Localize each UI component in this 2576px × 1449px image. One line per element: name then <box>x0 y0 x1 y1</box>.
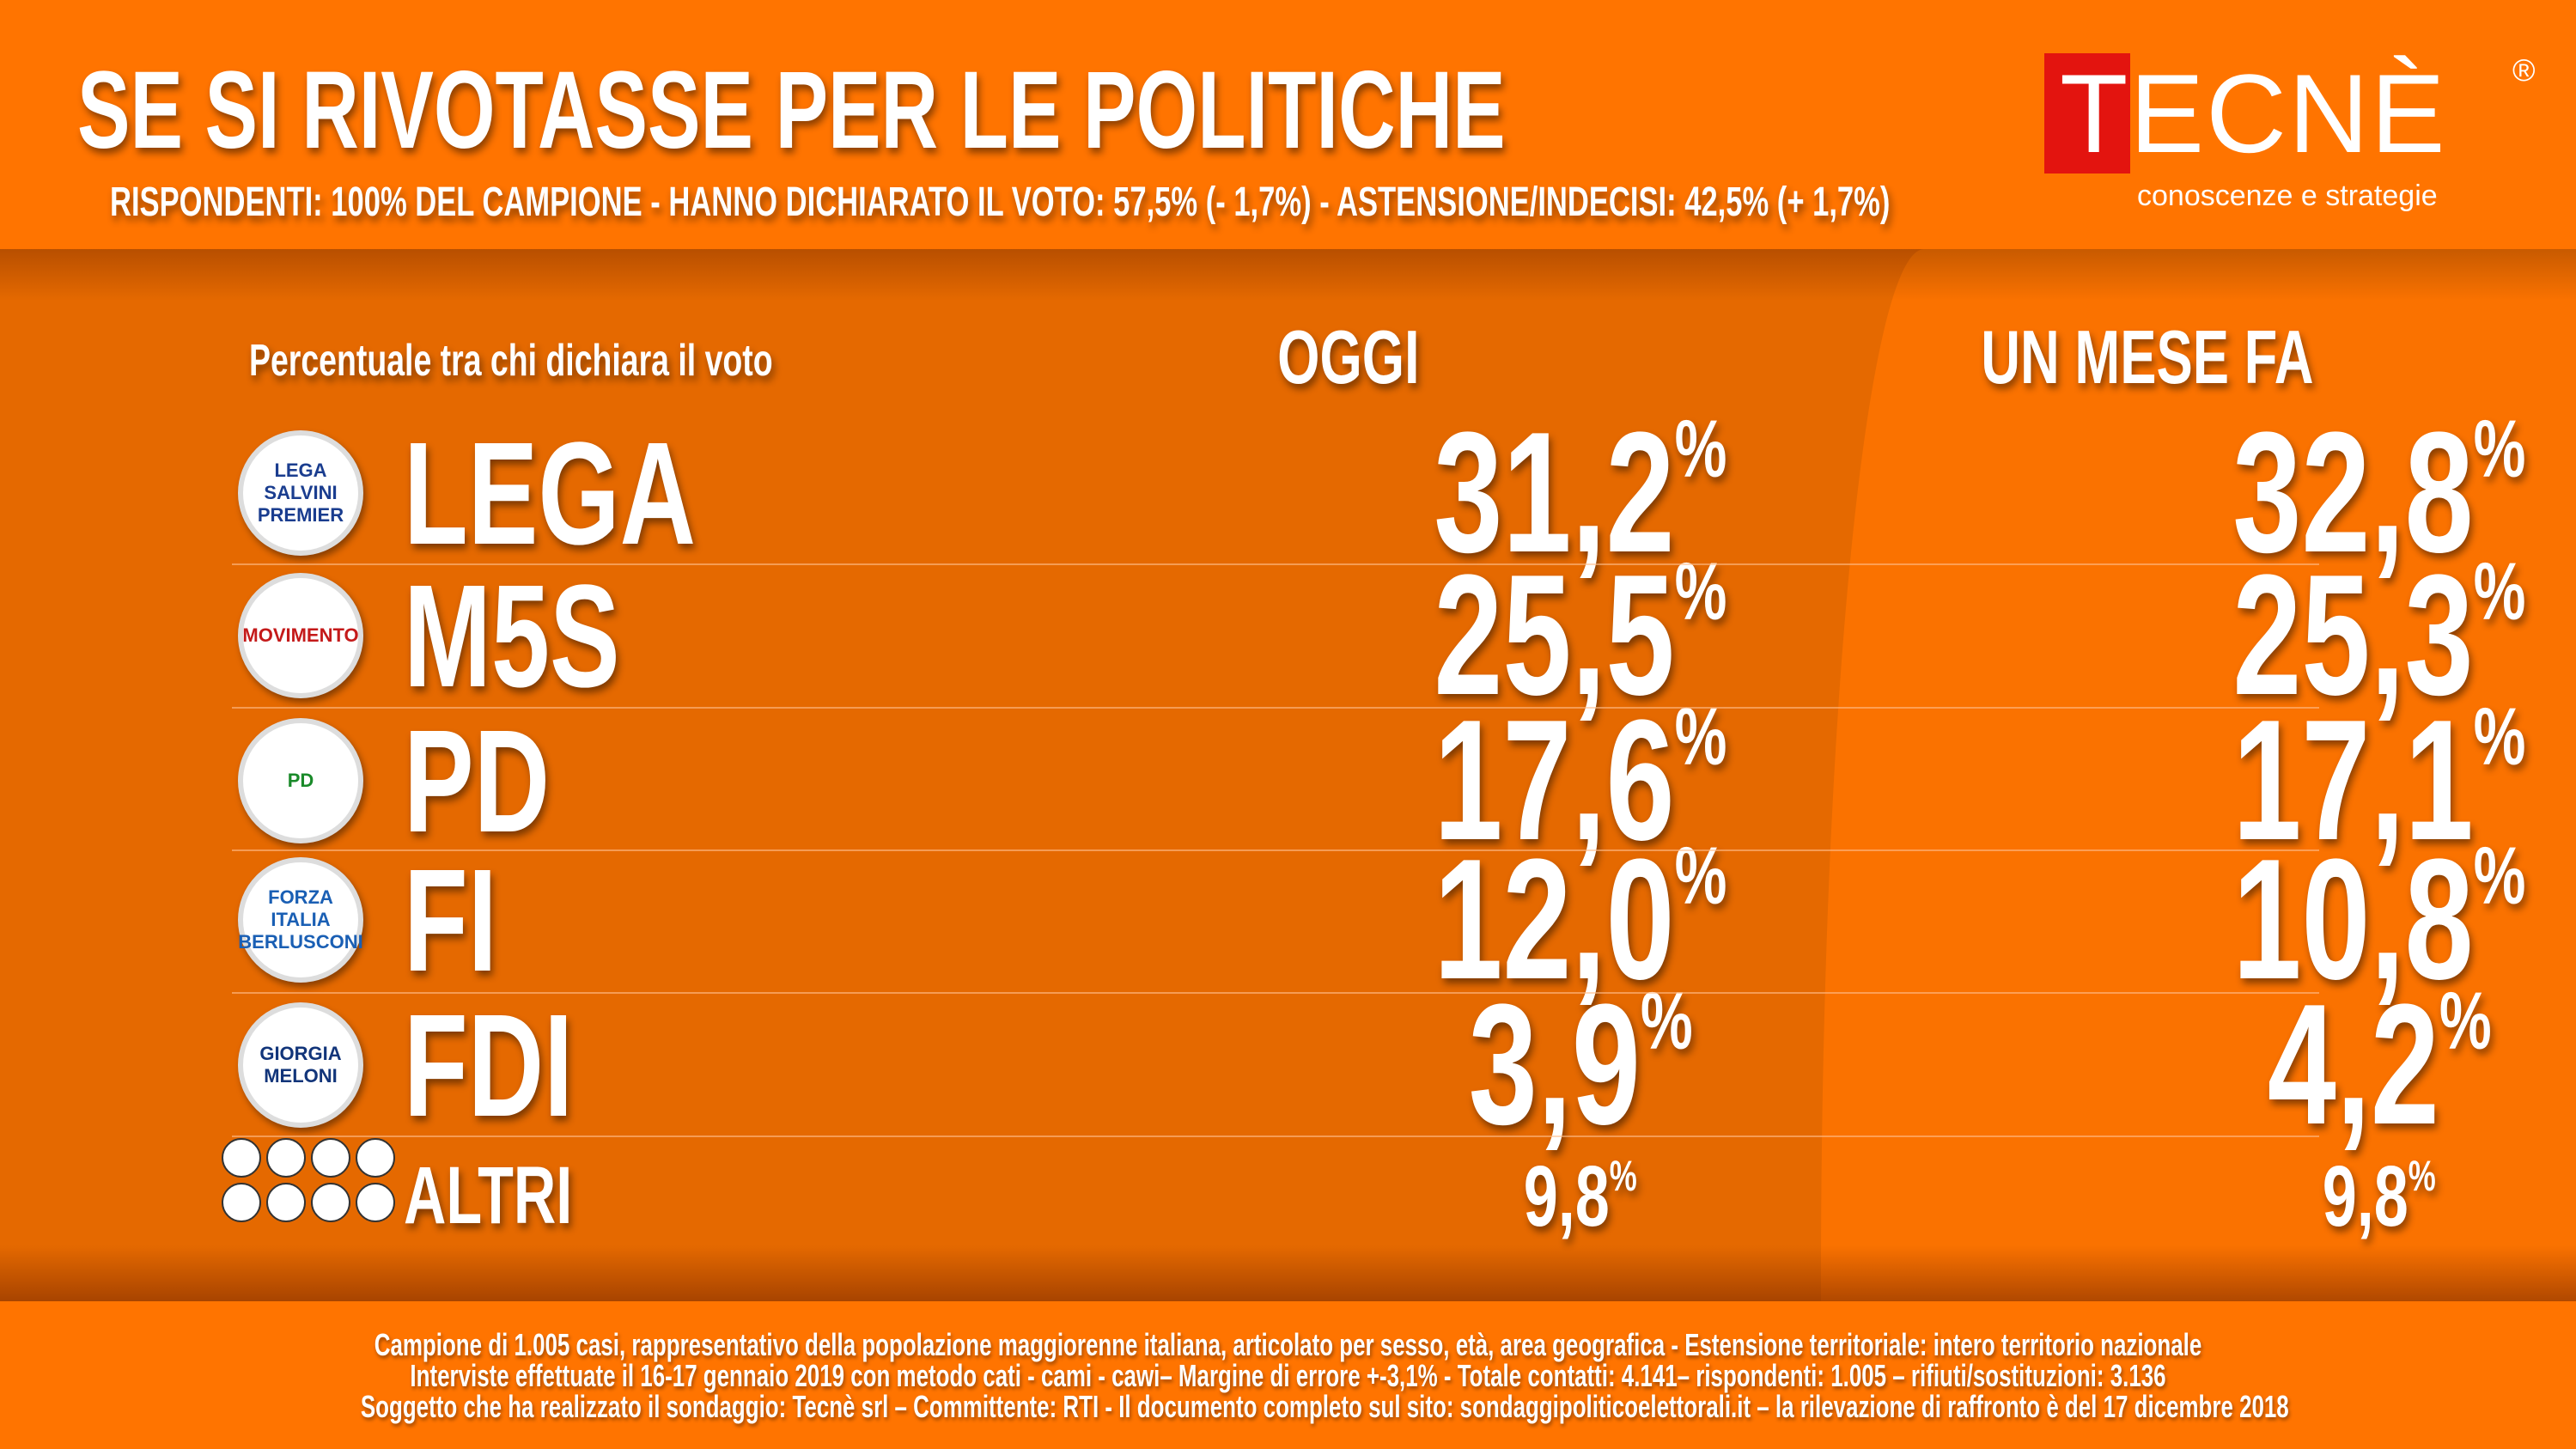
column-today: OGGI <box>1177 314 1520 401</box>
value-month: 4,2% <box>2079 966 2576 1164</box>
logo-red-box <box>2044 53 2130 174</box>
value-month: 32,8% <box>2079 394 2576 592</box>
value-number: 32,8 <box>2232 397 2474 588</box>
column-today-label: OGGI <box>1277 314 1420 399</box>
value-number: 9,8 <box>1523 1148 1611 1245</box>
table-row: FORZA ITALIA BERLUSCONI FI 12,0% 10,8% <box>232 824 2526 1015</box>
value-today: 9,8% <box>1280 1148 1881 1246</box>
percent-sign: % <box>2473 404 2526 495</box>
row-divider <box>232 992 2319 994</box>
logo-rest: ECNÈ <box>2129 51 2447 176</box>
value-month: 25,3% <box>2079 537 2576 734</box>
percent-sign: % <box>2409 1151 2437 1200</box>
party-logo-icon: GIORGIA MELONI <box>238 1002 363 1128</box>
column-month-ago: UN MESE FA <box>1890 314 2405 401</box>
footer-line: Soggetto che ha realizzato il sondaggio:… <box>360 1389 2289 1424</box>
results-panel-right <box>1821 249 2576 1301</box>
footer: Campione di 1.005 casi, rappresentativo … <box>0 1301 2576 1449</box>
party-name: LEGA <box>404 411 697 575</box>
value-number: 25,5 <box>1434 539 1675 731</box>
logo-tagline: conoscenze e strategie <box>2137 180 2438 212</box>
row-divider <box>232 1135 2319 1137</box>
value-today: 31,2% <box>1280 394 1881 592</box>
value-month: 9,8% <box>2079 1148 2576 1246</box>
value-month: 17,1% <box>2079 682 2576 880</box>
party-logo-icon: LEGA SALVINI PREMIER <box>238 430 363 556</box>
value-number: 17,6 <box>1434 685 1675 876</box>
party-name: PD <box>404 699 551 863</box>
value-number: 25,3 <box>2232 539 2474 731</box>
tecne-logo: TECNÈ ® conoscenze e strategie <box>2044 53 2560 216</box>
party-logo-icon: FORZA ITALIA BERLUSCONI <box>238 857 363 983</box>
other-parties-logos-icon <box>222 1138 395 1222</box>
logo-word: TECNÈ <box>2060 53 2447 174</box>
table-row: MOVIMENTO M5S 25,5% 25,3% <box>232 539 2526 731</box>
value-today: 17,6% <box>1280 682 1881 880</box>
value-number: 31,2 <box>1434 397 1675 588</box>
party-logo-text: FORZA ITALIA BERLUSCONI <box>238 886 363 953</box>
value-number: 9,8 <box>2322 1148 2409 1245</box>
value-number: 3,9 <box>1468 969 1641 1160</box>
column-month-label: UN MESE FA <box>1981 314 2314 399</box>
party-logo-icon: PD <box>238 718 363 843</box>
logo-t: T <box>2060 51 2130 176</box>
row-divider <box>232 563 2319 565</box>
percent-sign: % <box>1640 976 1693 1067</box>
page-title: SE SI RIVOTASSE PER LE POLITICHE <box>77 49 1506 172</box>
row-divider <box>232 707 2319 709</box>
party-name: M5S <box>404 554 620 718</box>
value-today: 25,5% <box>1280 537 1881 734</box>
value-number: 17,1 <box>2232 685 2474 876</box>
value-month: 10,8% <box>2079 821 2576 1019</box>
percent-sign: % <box>1610 1151 1638 1200</box>
percent-sign: % <box>1674 404 1727 495</box>
party-name: FI <box>404 838 497 1002</box>
party-logo-text: LEGA SALVINI PREMIER <box>257 460 344 526</box>
table-row: ALTRI 9,8% 9,8% <box>222 1138 2436 1248</box>
percent-sign: % <box>1674 691 1727 782</box>
percent-sign: % <box>1674 546 1727 637</box>
value-number: 10,8 <box>2232 824 2474 1015</box>
logo-registered: ® <box>2512 52 2536 88</box>
table-row: LEGA SALVINI PREMIER LEGA 31,2% 32,8% <box>232 397 2526 588</box>
party-name: ALTRI <box>404 1150 573 1241</box>
percent-sign: % <box>2439 976 2492 1067</box>
footer-line: Interviste effettuate il 16-17 gennaio 2… <box>410 1358 2166 1393</box>
row-divider <box>232 849 2319 851</box>
percent-sign: % <box>2473 831 2526 922</box>
header: SE SI RIVOTASSE PER LE POLITICHE RISPOND… <box>0 0 2576 249</box>
table-row: PD PD 17,6% 17,1% <box>232 685 2526 876</box>
percent-sign: % <box>1674 831 1727 922</box>
party-name: FDI <box>404 983 574 1148</box>
table-row: GIORGIA MELONI FDI 3,9% 4,2% <box>232 969 2491 1160</box>
value-number: 4,2 <box>2267 969 2439 1160</box>
party-logo-icon: MOVIMENTO <box>238 573 363 698</box>
percent-sign: % <box>2473 546 2526 637</box>
footer-line: Campione di 1.005 casi, rappresentativo … <box>374 1327 2202 1362</box>
subtitle: RISPONDENTI: 100% DEL CAMPIONE - HANNO D… <box>110 180 1891 225</box>
party-logo-text: MOVIMENTO <box>242 624 359 646</box>
value-today: 3,9% <box>1280 966 1881 1164</box>
column-label: Percentuale tra chi dichiara il voto <box>249 336 773 386</box>
party-logo-text: PD <box>287 770 314 791</box>
value-number: 12,0 <box>1434 824 1675 1015</box>
value-today: 12,0% <box>1280 821 1881 1019</box>
party-logo-text: GIORGIA MELONI <box>259 1043 342 1087</box>
percent-sign: % <box>2473 691 2526 782</box>
